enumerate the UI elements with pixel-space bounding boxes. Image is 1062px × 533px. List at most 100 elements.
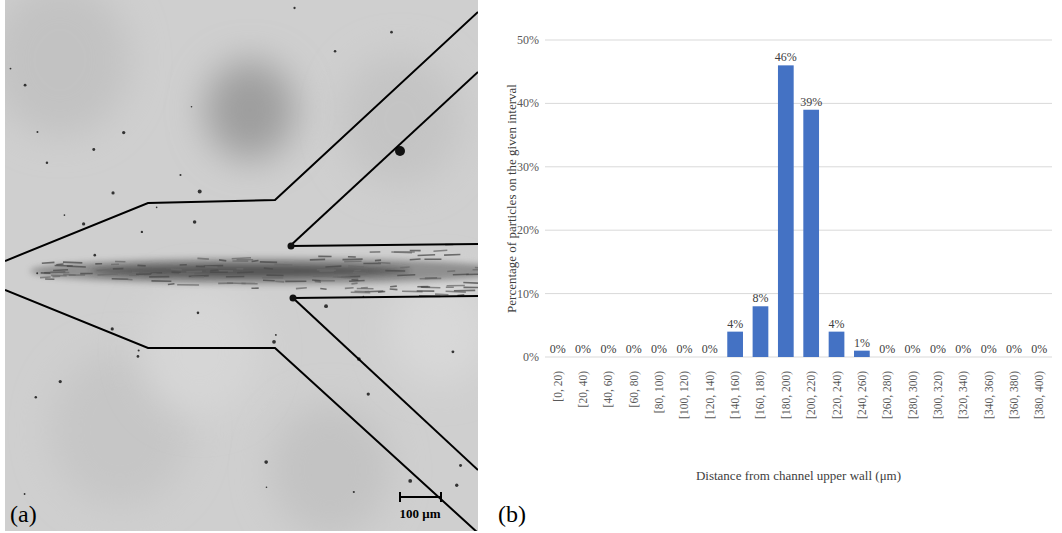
bars (727, 65, 869, 357)
x-tick-label: [80, 100) (653, 371, 666, 413)
particle (196, 266, 205, 268)
dust-speck (275, 334, 277, 336)
particle (226, 276, 244, 278)
dust-speck (293, 7, 295, 9)
particle (274, 264, 292, 266)
dust-speck (198, 189, 202, 193)
particle (421, 286, 440, 288)
particle (348, 256, 356, 258)
particle (53, 269, 68, 271)
dust-speck (35, 396, 37, 398)
dust-speck (156, 207, 158, 209)
particle (385, 270, 405, 272)
bar (702, 357, 718, 358)
image-blotch (140, 284, 260, 416)
particle (179, 273, 194, 275)
channel-wall (290, 72, 478, 246)
particle (345, 287, 354, 289)
dust-speck (122, 131, 125, 134)
particle (52, 275, 60, 277)
channel-junction (290, 295, 297, 302)
dust-speck (390, 31, 393, 34)
dust-speck (324, 304, 328, 308)
particle (177, 284, 199, 286)
particle (232, 257, 251, 260)
grid (545, 40, 1052, 357)
particle (348, 265, 364, 268)
data-labels: 0%0%0%0%0%0%0%4%8%46%39%4%1%0%0%0%0%0%0%… (550, 50, 1048, 356)
particle (475, 267, 478, 270)
particle (312, 279, 321, 281)
dust-speck (36, 131, 38, 133)
particle (446, 286, 454, 288)
channel-wall (293, 296, 478, 298)
particle (390, 288, 398, 290)
particle (313, 275, 332, 277)
grid-line (545, 293, 1052, 294)
particle (121, 278, 132, 281)
dust-speck (59, 380, 62, 383)
particle (337, 276, 346, 278)
bar (575, 357, 591, 358)
data-label: 0% (1031, 342, 1047, 356)
grid-line (545, 40, 1052, 41)
y-tick-label: 40% (517, 96, 539, 110)
particle (343, 258, 363, 260)
x-tick-label: [260, 280) (881, 371, 894, 419)
particle (285, 281, 306, 283)
particle (137, 265, 145, 267)
particle (418, 254, 436, 256)
bar (803, 110, 819, 357)
particle (262, 277, 283, 279)
particle (351, 291, 371, 293)
x-tick-label: [40, 60) (602, 371, 615, 408)
y-tick-labels: 0%10%20%30%40%50% (517, 33, 539, 364)
particle (186, 271, 202, 273)
particle (410, 250, 421, 252)
image-blotch (5, 0, 130, 137)
channel-wall (290, 244, 478, 246)
particle (447, 270, 455, 272)
x-tick-label: [380, 400) (1033, 371, 1046, 419)
particle-streak (30, 258, 478, 284)
particle (394, 251, 415, 253)
x-tick-label: [320, 340) (957, 371, 970, 419)
x-tick-label: [100, 120) (678, 371, 691, 419)
particle (136, 273, 151, 275)
data-label: 0% (1006, 342, 1022, 356)
particle (319, 270, 334, 272)
y-tick-label: 50% (517, 33, 539, 47)
particle (397, 274, 415, 276)
particle (260, 261, 277, 263)
data-label: 0% (981, 342, 997, 356)
scale-bar (400, 496, 441, 498)
dust-speck (197, 312, 200, 315)
bar (753, 306, 769, 357)
grid-line (545, 357, 1052, 358)
data-label: 0% (930, 342, 946, 356)
particle (95, 263, 102, 265)
data-label: 0% (676, 342, 692, 356)
image-blotch (340, 54, 460, 186)
particle (263, 279, 275, 281)
data-label: 46% (775, 50, 797, 64)
dust-speck (46, 161, 48, 163)
data-label: 0% (600, 342, 616, 356)
dust-speck (111, 191, 114, 194)
y-tick-label: 0% (523, 350, 539, 364)
x-tick-label: [0, 20) (552, 371, 565, 402)
particle (40, 276, 51, 278)
bar (930, 357, 946, 358)
particle (390, 285, 397, 287)
x-tick-label: [200, 220) (805, 371, 818, 419)
dust-speck (179, 174, 181, 176)
particle (378, 262, 390, 264)
particle (45, 278, 54, 280)
particle (417, 290, 435, 292)
scale-bar-end (399, 492, 401, 502)
x-tick-labels: [0, 20)[20, 40)[40, 60)[60, 80)[80, 100)… (552, 371, 1047, 419)
particle (55, 265, 73, 267)
particle (80, 273, 92, 275)
dust-speck (334, 50, 337, 53)
particle (197, 258, 208, 260)
